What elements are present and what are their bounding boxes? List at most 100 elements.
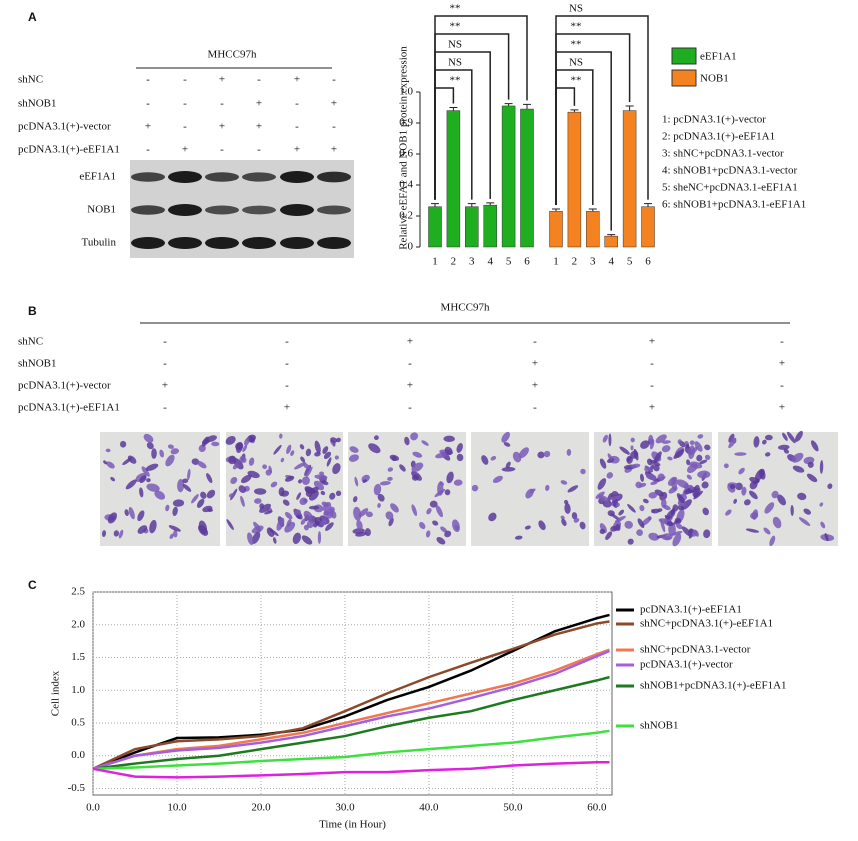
cell <box>247 470 260 479</box>
condition-sign: - <box>780 380 784 392</box>
condition-sign: - <box>332 121 336 133</box>
cell <box>806 473 818 483</box>
cell <box>387 476 393 481</box>
cell <box>141 466 150 477</box>
condition-sign: - <box>332 74 336 86</box>
cell <box>146 442 154 450</box>
significance-label: NS <box>448 57 462 69</box>
cell <box>676 493 685 504</box>
condition-sign: - <box>163 358 167 370</box>
error-bar <box>523 103 531 110</box>
cell <box>390 503 399 513</box>
cell <box>296 492 302 500</box>
cell <box>317 531 322 544</box>
cell <box>673 449 685 459</box>
cell <box>125 479 137 490</box>
cell <box>777 494 787 506</box>
cell <box>456 453 464 462</box>
significance-label: NS <box>569 3 583 15</box>
panel-label: A <box>28 10 37 24</box>
significance-label: ** <box>571 75 582 87</box>
bar <box>549 211 563 248</box>
x-tick-label: 5 <box>627 256 633 268</box>
cell <box>410 432 419 441</box>
cell <box>110 476 116 482</box>
error-bar <box>552 208 560 212</box>
cell <box>668 486 678 494</box>
cell <box>790 504 794 517</box>
condition-sign: - <box>295 121 299 133</box>
blot-image <box>130 160 354 258</box>
cell <box>300 456 306 463</box>
cell <box>807 461 814 468</box>
cell <box>128 506 135 520</box>
condition-sign: + <box>407 380 413 392</box>
cell <box>644 465 654 473</box>
cell <box>314 440 321 454</box>
cell <box>201 436 209 447</box>
bar <box>641 206 655 248</box>
cell <box>660 518 666 533</box>
cell <box>597 478 607 490</box>
x-tick-label: 40.0 <box>419 802 439 814</box>
condition-sign: - <box>257 144 261 156</box>
cell <box>326 508 334 519</box>
cell <box>264 510 273 515</box>
legend-label: NOB1 <box>700 73 729 85</box>
cell <box>314 451 321 457</box>
cell <box>308 505 320 510</box>
condition-sign: + <box>219 121 225 133</box>
cell <box>564 499 569 505</box>
y-tick-label: 0.0 <box>71 749 85 761</box>
legend-label: eEF1A1 <box>700 51 737 63</box>
condition-sign: - <box>285 380 289 392</box>
cell <box>319 471 325 476</box>
condition-sign: - <box>183 98 187 110</box>
cell <box>299 497 308 505</box>
condition-sign: + <box>162 380 168 392</box>
cell <box>674 517 682 524</box>
error-bar <box>644 203 652 207</box>
condition-sign: + <box>779 402 785 414</box>
cell <box>349 446 359 453</box>
cell <box>137 510 145 522</box>
cell <box>436 536 446 545</box>
cell <box>810 440 819 452</box>
condition-sign: - <box>220 98 224 110</box>
cell <box>664 536 672 540</box>
cell <box>377 493 385 502</box>
cell <box>653 451 662 464</box>
cell <box>159 449 165 458</box>
x-tick-label: 30.0 <box>335 802 355 814</box>
cell <box>251 531 261 544</box>
cell <box>105 448 111 453</box>
cell <box>783 448 789 454</box>
cell <box>444 446 453 456</box>
bar <box>622 110 637 248</box>
cell <box>680 499 692 510</box>
cell <box>503 442 511 447</box>
cell <box>803 508 811 515</box>
cell <box>703 529 711 539</box>
cell <box>273 444 282 455</box>
cell <box>488 512 497 522</box>
legend-label: shNC+pcDNA3.1-vector <box>640 644 751 656</box>
cell <box>561 518 567 527</box>
cell <box>777 444 790 450</box>
cell <box>259 503 271 513</box>
condition-sign: - <box>650 358 654 370</box>
band <box>131 205 165 215</box>
cell <box>543 450 551 458</box>
x-tick-label: 1 <box>553 256 559 268</box>
condition-sign: - <box>146 144 150 156</box>
cell <box>610 495 621 501</box>
cell <box>242 444 248 452</box>
cell <box>501 431 511 443</box>
cell <box>435 452 448 459</box>
key-entry: 3: shNC+pcDNA3.1-vector <box>662 148 784 160</box>
cell <box>782 432 788 441</box>
cell <box>429 500 438 508</box>
cell <box>107 512 118 524</box>
y-tick-label: 0.6 <box>399 148 413 160</box>
significance-bracket <box>434 15 528 200</box>
